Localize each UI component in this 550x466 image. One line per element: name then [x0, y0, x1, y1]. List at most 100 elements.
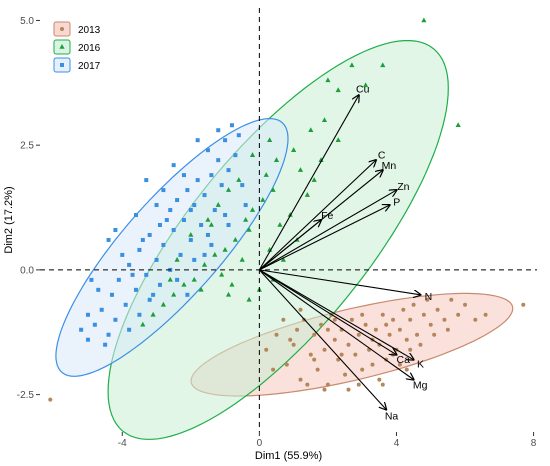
- point-2013: [319, 322, 324, 327]
- point-2013: [346, 342, 351, 347]
- point-2017: [89, 277, 94, 282]
- point-2017: [229, 123, 234, 128]
- point-2017: [154, 257, 159, 262]
- point-2013: [421, 312, 426, 317]
- point-2013: [322, 387, 327, 392]
- legend-marker-2013: [60, 27, 64, 31]
- point-2016: [191, 276, 197, 282]
- point-2017: [192, 203, 197, 208]
- point-2013: [360, 312, 365, 317]
- point-2013: [397, 327, 402, 332]
- point-2016: [208, 221, 214, 227]
- legend-marker-2017: [60, 63, 64, 67]
- point-2016: [297, 167, 304, 172]
- point-2017: [140, 237, 145, 242]
- point-2013: [380, 382, 385, 387]
- point-2016: [260, 197, 266, 202]
- point-2016: [239, 256, 245, 262]
- point-2013: [377, 377, 382, 382]
- point-2017: [133, 287, 138, 292]
- point-2016: [219, 271, 225, 277]
- point-2016: [273, 157, 280, 162]
- point-2017: [123, 302, 128, 307]
- point-2013: [332, 317, 337, 322]
- point-2016: [363, 82, 369, 88]
- point-2017: [161, 188, 166, 193]
- point-2017: [106, 332, 111, 337]
- point-2017: [188, 208, 193, 213]
- point-2016: [311, 177, 317, 182]
- point-2016: [225, 187, 232, 192]
- point-2016: [181, 281, 187, 287]
- point-2016: [280, 256, 286, 262]
- point-2017: [226, 168, 231, 173]
- arrow-K: [259, 269, 413, 360]
- point-2017: [205, 232, 210, 237]
- point-2013: [380, 312, 385, 317]
- y-tick-label: 0.0: [20, 265, 34, 276]
- point-2013: [387, 332, 392, 337]
- point-2017: [171, 163, 176, 168]
- point-2017: [106, 237, 111, 242]
- point-2017: [133, 213, 138, 218]
- point-2013: [435, 307, 440, 312]
- arrow-P: [259, 205, 389, 271]
- point-2017: [195, 178, 200, 183]
- arrow-C: [258, 160, 376, 271]
- point-2017: [85, 312, 90, 317]
- point-2013: [473, 317, 478, 322]
- legend-label-2017: 2017: [78, 61, 101, 72]
- point-2013: [284, 362, 289, 367]
- point-2013: [360, 367, 365, 372]
- point-2017: [127, 262, 132, 267]
- y-tick-label: 5.0: [20, 16, 34, 27]
- x-tick-label: 8: [531, 438, 537, 449]
- point-2017: [188, 237, 193, 242]
- point-2016: [243, 217, 249, 222]
- point-2016: [198, 286, 204, 292]
- point-2013: [264, 347, 269, 352]
- point-2016: [188, 231, 194, 237]
- point-2017: [209, 173, 214, 178]
- arrow-Cu: [258, 95, 358, 271]
- point-2017: [175, 198, 180, 203]
- label-Ca: Ca: [397, 354, 411, 366]
- point-2016: [304, 192, 310, 197]
- point-2013: [408, 317, 413, 322]
- point-2013: [428, 322, 433, 327]
- point-2016: [229, 281, 235, 287]
- point-2016: [246, 226, 252, 232]
- point-2013: [291, 342, 296, 347]
- point-2017: [216, 158, 221, 163]
- point-2013: [288, 337, 293, 342]
- point-2017: [157, 282, 162, 287]
- arrow-Na: [258, 269, 386, 410]
- point-2017: [175, 277, 180, 282]
- point-2016: [246, 296, 252, 302]
- point-2017: [137, 312, 142, 317]
- point-2016: [321, 117, 328, 123]
- point-2017: [240, 183, 245, 188]
- y-tick-label: -2.5: [17, 390, 35, 401]
- point-2017: [130, 272, 135, 277]
- x-axis-label: Dim1 (55.9%): [255, 450, 322, 462]
- label-P: P: [393, 196, 400, 208]
- point-2017: [185, 292, 190, 297]
- point-2017: [216, 128, 221, 133]
- point-2017: [144, 272, 149, 277]
- point-2017: [154, 203, 159, 208]
- point-2016: [205, 217, 211, 222]
- point-2017: [202, 252, 207, 257]
- label-Zn: Zn: [397, 181, 409, 193]
- point-2017: [99, 307, 104, 312]
- arrow-Fe: [259, 220, 321, 271]
- point-2017: [85, 337, 90, 342]
- point-2017: [157, 222, 162, 227]
- point-2017: [96, 287, 101, 292]
- point-2013: [442, 317, 447, 322]
- point-2016: [455, 122, 461, 128]
- label-Cu: Cu: [356, 83, 370, 95]
- point-2016: [287, 212, 293, 217]
